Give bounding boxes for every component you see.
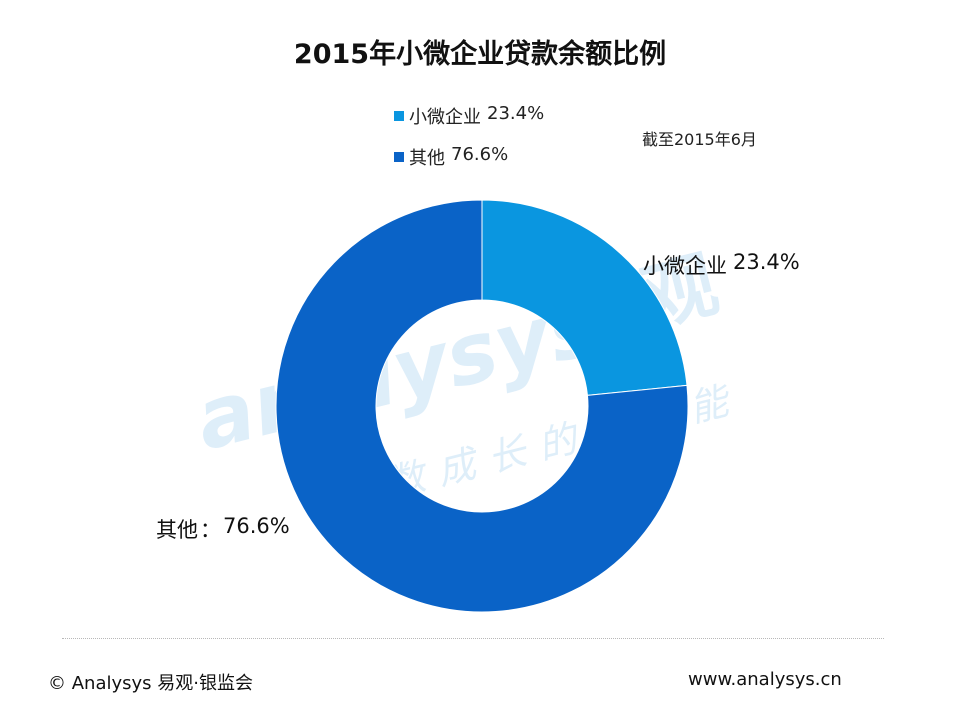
slice-other — [275, 199, 689, 613]
date-note: 截至2015年6月 — [642, 130, 757, 149]
legend-swatch-small-micro — [394, 111, 404, 121]
data-label-small-micro-value: 23.4% — [733, 250, 800, 274]
legend-item-small-micro: 小微企业 23.4% — [394, 103, 544, 129]
footer-url[interactable]: www.analysys.cn — [688, 669, 842, 690]
data-label-small-micro: 小微企业 23.4% — [643, 250, 800, 280]
legend-label-other: 其他 — [409, 148, 445, 169]
legend-value-other: 76.6% — [451, 144, 509, 165]
data-label-other: 其他 ： 76.6% — [156, 514, 290, 544]
legend-value-small-micro: 23.4% — [487, 103, 545, 124]
data-label-other-name: 其他 — [156, 518, 198, 542]
slice-small-micro — [481, 199, 688, 396]
legend-label-small-micro: 小微企业 — [409, 107, 481, 128]
data-label-other-value: 76.6% — [223, 514, 290, 538]
legend-swatch-other — [394, 152, 404, 162]
footer-divider — [62, 638, 884, 639]
data-label-other-separator: ： — [200, 518, 221, 542]
legend-item-other: 其他 76.6% — [394, 144, 508, 170]
data-label-small-micro-name: 小微企业 — [643, 254, 727, 278]
chart-title: 2015年小微企业贷款余额比例 — [293, 39, 667, 70]
footer-copyright: © Analysys 易观·银监会 — [48, 673, 253, 694]
